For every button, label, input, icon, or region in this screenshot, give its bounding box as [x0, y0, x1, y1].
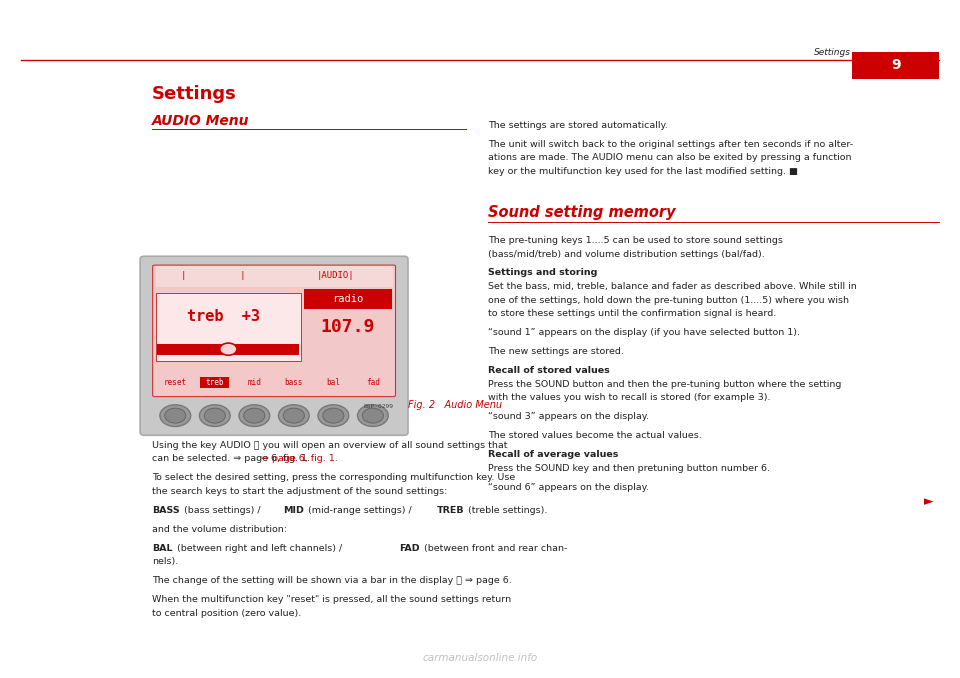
Circle shape — [357, 405, 388, 426]
FancyBboxPatch shape — [140, 256, 408, 435]
Text: Settings and storing: Settings and storing — [488, 268, 597, 277]
Text: ⇒ page 6, fig. 1.: ⇒ page 6, fig. 1. — [261, 454, 338, 463]
Text: AUDIO Menu: AUDIO Menu — [152, 114, 250, 127]
Text: Set the bass, mid, treble, balance and fader as described above. While still in: Set the bass, mid, treble, balance and f… — [488, 282, 856, 291]
Text: The stored values become the actual values.: The stored values become the actual valu… — [488, 431, 702, 440]
Bar — [157, 344, 300, 355]
Text: The settings are stored automatically.: The settings are stored automatically. — [488, 121, 667, 129]
Text: FAD: FAD — [399, 544, 420, 553]
Text: ations are made. The AUDIO menu can also be exited by pressing a function: ations are made. The AUDIO menu can also… — [488, 153, 852, 162]
Circle shape — [220, 343, 237, 355]
Bar — [304, 289, 392, 309]
Text: ►: ► — [924, 495, 933, 508]
Text: (between front and rear chan-: (between front and rear chan- — [424, 544, 567, 553]
Text: The new settings are stored.: The new settings are stored. — [488, 347, 624, 356]
Text: Settings: Settings — [813, 48, 851, 57]
Text: with the values you wish to recall is stored (for example 3).: with the values you wish to recall is st… — [488, 393, 770, 402]
Text: Press the SOUND key and then pretuning button number 6.: Press the SOUND key and then pretuning b… — [488, 464, 770, 473]
Circle shape — [200, 405, 230, 426]
Text: 9: 9 — [891, 58, 900, 72]
Text: Recall of average values: Recall of average values — [488, 450, 618, 459]
Text: |AUDIO|: |AUDIO| — [317, 271, 354, 281]
Text: radio: radio — [332, 294, 364, 304]
Bar — [156, 266, 393, 287]
Text: bass: bass — [284, 378, 303, 387]
Text: (bass settings) /: (bass settings) / — [184, 506, 264, 515]
Text: “sound 1” appears on the display (if you have selected button 1).: “sound 1” appears on the display (if you… — [488, 328, 800, 337]
Text: (treble settings).: (treble settings). — [468, 506, 548, 515]
Text: The change of the setting will be shown via a bar in the display ⓫ ⇒ page 6.: The change of the setting will be shown … — [152, 576, 512, 585]
Text: can be selected. ⇒ page 6, fig. 1.: can be selected. ⇒ page 6, fig. 1. — [152, 454, 310, 463]
Text: Settings: Settings — [152, 85, 236, 102]
Text: treb  +3: treb +3 — [187, 309, 260, 324]
Text: Press the SOUND button and then the pre-tuning button where the setting: Press the SOUND button and then the pre-… — [488, 380, 841, 388]
Bar — [156, 293, 301, 361]
Circle shape — [160, 405, 191, 426]
Text: BAL: BAL — [152, 544, 172, 553]
Circle shape — [362, 408, 383, 423]
Text: (mid-range settings) /: (mid-range settings) / — [308, 506, 415, 515]
Text: key or the multifunction key used for the last modified setting. ■: key or the multifunction key used for th… — [488, 167, 798, 176]
Text: Recall of stored values: Recall of stored values — [488, 366, 610, 375]
Text: The unit will switch back to the original settings after ten seconds if no alter: The unit will switch back to the origina… — [488, 140, 852, 148]
FancyBboxPatch shape — [153, 265, 396, 397]
Text: The pre-tuning keys 1....5 can be used to store sound settings: The pre-tuning keys 1....5 can be used t… — [488, 236, 782, 245]
Text: BSP-0299: BSP-0299 — [364, 404, 394, 409]
Text: “sound 3” appears on the display.: “sound 3” appears on the display. — [488, 412, 649, 421]
Text: to central position (zero value).: to central position (zero value). — [152, 609, 300, 618]
Text: treb: treb — [205, 378, 224, 387]
Bar — [201, 377, 229, 388]
Text: bal: bal — [326, 378, 340, 387]
Circle shape — [244, 408, 265, 423]
Text: BASS: BASS — [152, 506, 180, 515]
Text: one of the settings, hold down the pre-tuning button (1....5) where you wish: one of the settings, hold down the pre-t… — [488, 296, 849, 304]
Circle shape — [204, 408, 226, 423]
Text: the search keys to start the adjustment of the sound settings:: the search keys to start the adjustment … — [152, 487, 447, 496]
Text: to store these settings until the confirmation signal is heard.: to store these settings until the confir… — [488, 309, 776, 318]
Text: |          |: | | — [180, 271, 245, 281]
Text: To select the desired setting, press the corresponding multifunction key. Use: To select the desired setting, press the… — [152, 473, 515, 482]
Circle shape — [278, 405, 309, 426]
Text: nels).: nels). — [152, 557, 178, 566]
Circle shape — [283, 408, 304, 423]
Circle shape — [165, 408, 186, 423]
Text: Fig. 2   Audio Menu: Fig. 2 Audio Menu — [408, 400, 502, 410]
Text: (between right and left channels) /: (between right and left channels) / — [177, 544, 345, 553]
Text: MID: MID — [283, 506, 304, 515]
Circle shape — [318, 405, 348, 426]
Text: When the multifunction key "reset" is pressed, all the sound settings return: When the multifunction key "reset" is pr… — [152, 595, 511, 604]
Text: TREB: TREB — [437, 506, 465, 515]
Circle shape — [323, 408, 344, 423]
Text: reset: reset — [164, 378, 187, 387]
Circle shape — [239, 405, 270, 426]
Text: (bass/mid/treb) and volume distribution settings (bal/fad).: (bass/mid/treb) and volume distribution … — [488, 250, 764, 258]
Text: “sound 6” appears on the display.: “sound 6” appears on the display. — [488, 483, 649, 492]
Text: 107.9: 107.9 — [321, 318, 375, 336]
Text: fad: fad — [366, 378, 380, 387]
Text: Using the key AUDIO ⓐ you will open an overview of all sound settings that: Using the key AUDIO ⓐ you will open an o… — [152, 441, 507, 450]
Text: and the volume distribution:: and the volume distribution: — [152, 525, 287, 534]
Bar — [852, 52, 939, 79]
Text: mid: mid — [248, 378, 261, 387]
Text: Sound setting memory: Sound setting memory — [488, 205, 675, 220]
Text: carmanualsonline.info: carmanualsonline.info — [422, 653, 538, 663]
